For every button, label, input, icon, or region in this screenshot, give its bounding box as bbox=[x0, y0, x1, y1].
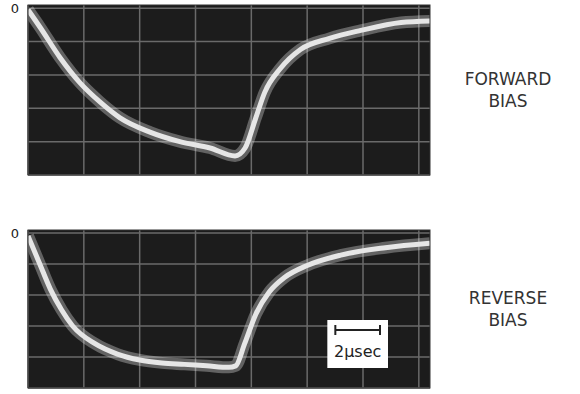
panel-title: FORWARDBIAS bbox=[465, 69, 552, 111]
grid-line bbox=[418, 5, 420, 175]
grid-line bbox=[28, 294, 430, 296]
marks bbox=[28, 236, 430, 367]
grid-line bbox=[418, 230, 420, 388]
scale-bar-line bbox=[335, 329, 380, 331]
trace bbox=[28, 10, 430, 156]
grid-line bbox=[28, 7, 430, 9]
plot-frame bbox=[28, 230, 430, 388]
scale-bar-label: 2μsec bbox=[334, 342, 381, 361]
scale-bar: 2μsec bbox=[327, 320, 388, 368]
scale-bar-box bbox=[327, 320, 388, 368]
scale-bar-end bbox=[379, 325, 381, 335]
grid-line bbox=[28, 74, 430, 76]
grid-line bbox=[28, 41, 430, 43]
grid-line bbox=[83, 230, 85, 388]
grid-line bbox=[28, 263, 430, 265]
figure: 0 FORWARDBIAS 0 REVERSEBIAS 2μsec bbox=[0, 0, 580, 394]
grid-line bbox=[306, 230, 308, 388]
grid-line bbox=[139, 5, 141, 175]
panel bbox=[28, 230, 430, 388]
grid-line bbox=[28, 141, 430, 143]
grid-line bbox=[28, 108, 430, 110]
trace bbox=[28, 236, 430, 367]
plot-background bbox=[28, 5, 430, 175]
grid bbox=[28, 5, 430, 175]
grid-line bbox=[306, 5, 308, 175]
trace-glow bbox=[28, 10, 430, 156]
panel bbox=[28, 5, 430, 175]
plot-background bbox=[28, 230, 430, 388]
grid bbox=[28, 230, 430, 388]
marks bbox=[28, 10, 430, 156]
zero-label: 0 bbox=[11, 226, 19, 241]
trace-glow bbox=[28, 236, 430, 367]
panel-title: REVERSEBIAS bbox=[469, 288, 547, 330]
grid-line bbox=[28, 232, 430, 234]
zero-label: 0 bbox=[11, 1, 19, 16]
scale-bar-end bbox=[334, 325, 336, 335]
plot-frame bbox=[28, 5, 430, 175]
